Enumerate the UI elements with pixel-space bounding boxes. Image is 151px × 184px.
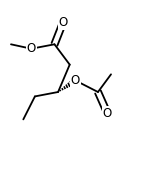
Text: O: O xyxy=(59,16,68,29)
Text: O: O xyxy=(103,107,112,120)
Text: O: O xyxy=(71,74,80,87)
Text: O: O xyxy=(27,42,36,55)
